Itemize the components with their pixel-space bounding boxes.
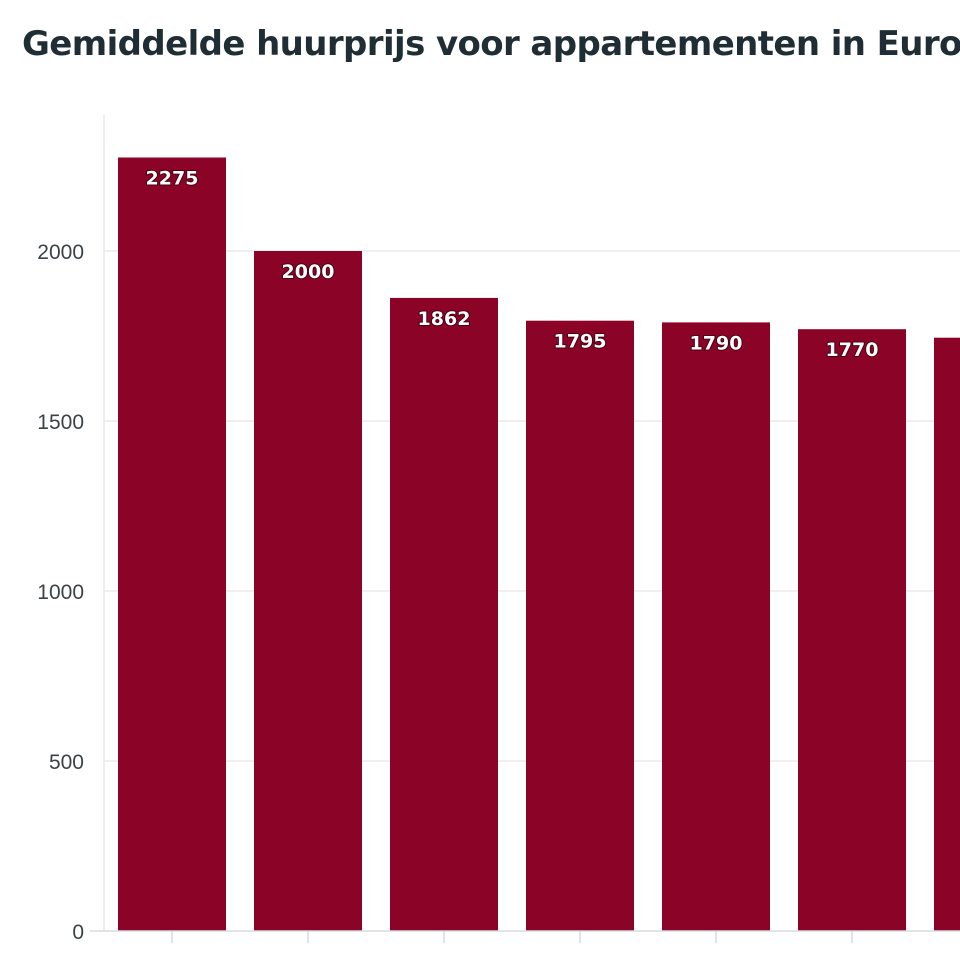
bar[interactable] (526, 320, 634, 931)
axes: 0 500 1000 1500 2000 (37, 115, 960, 944)
bar[interactable] (662, 322, 770, 931)
bar-value-label: 1790 (690, 332, 743, 354)
bar-value-label: 1862 (418, 308, 471, 330)
bar-value-label: 1795 (554, 331, 607, 353)
y-tick-label: 1500 (37, 411, 84, 434)
y-tick-label: 1000 (37, 581, 84, 604)
y-tick-label: 0 (72, 921, 84, 944)
value-labels: 2275 2000 1862 1795 1790 1770 (145, 167, 880, 363)
bar[interactable] (934, 337, 960, 931)
bar-value-label: 1770 (826, 339, 879, 361)
bar[interactable] (390, 297, 498, 931)
bar[interactable] (254, 251, 362, 931)
bar-value-label: 2000 (282, 261, 335, 283)
bar[interactable] (798, 329, 906, 931)
bar[interactable] (118, 157, 226, 932)
chart-title: Gemiddelde huurprijs voor appartementen … (22, 24, 960, 64)
bars (118, 157, 960, 932)
y-tick-label: 500 (49, 751, 84, 774)
y-tick-label: 2000 (37, 241, 84, 264)
bar-value-label: 2275 (146, 168, 199, 190)
